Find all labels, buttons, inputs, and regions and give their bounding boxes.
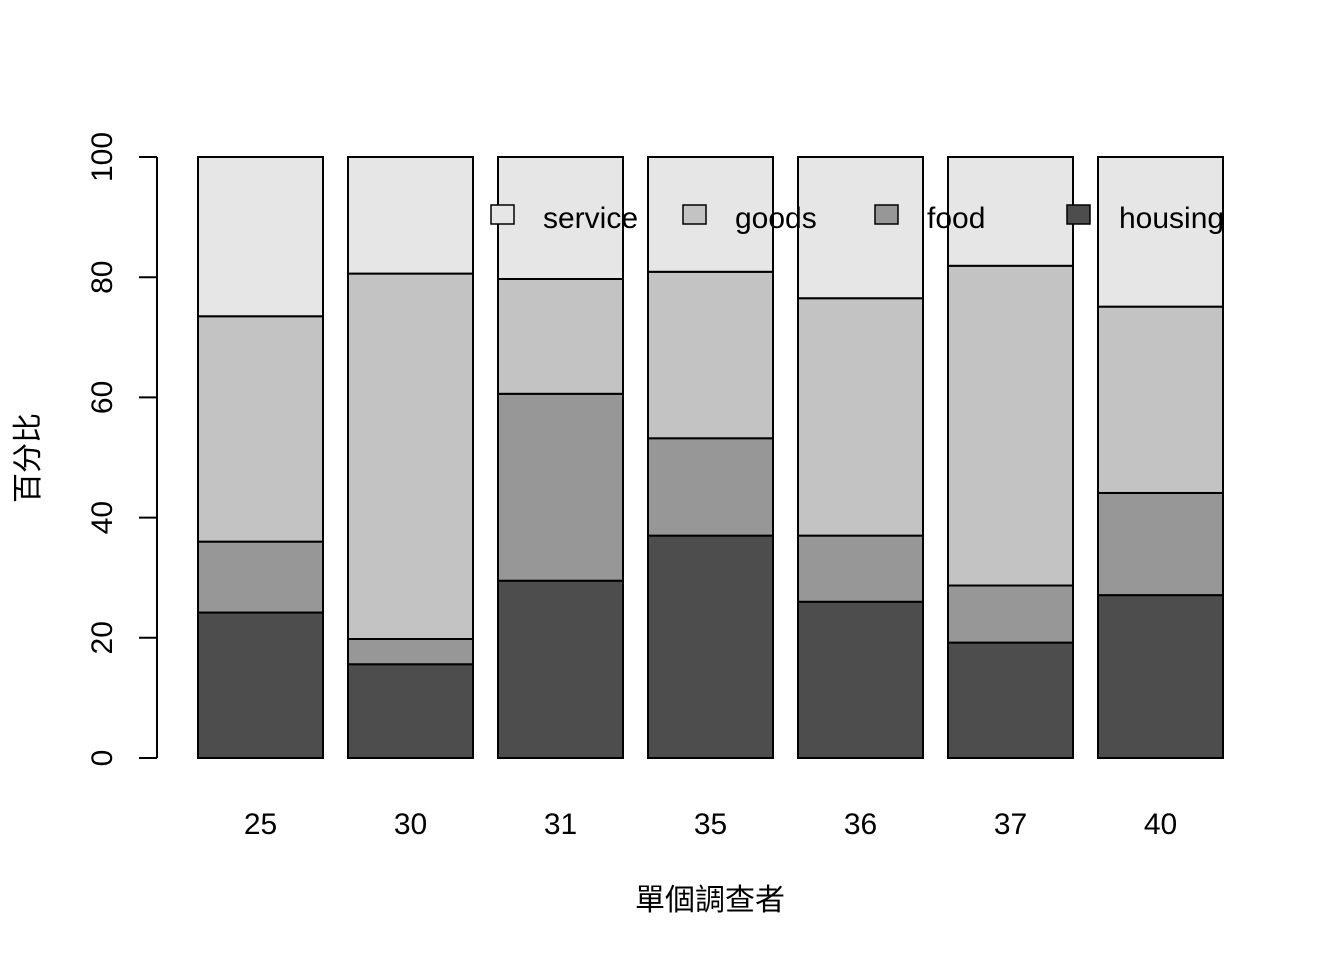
bars-group bbox=[197, 156, 1224, 760]
x-tick-label-30: 30 bbox=[394, 808, 427, 841]
bar-segment-service-37 bbox=[947, 156, 1074, 267]
bar-segment-goods-40 bbox=[1097, 305, 1224, 494]
bar-segment-food-30 bbox=[347, 638, 474, 666]
legend-label-goods: goods bbox=[735, 202, 817, 235]
bar-segment-goods-37 bbox=[947, 264, 1074, 587]
bar-segment-service-36 bbox=[797, 156, 924, 300]
bar-segment-food-25 bbox=[197, 540, 324, 614]
bar-segment-service-30 bbox=[347, 156, 474, 275]
bar-segment-housing-35 bbox=[647, 534, 774, 759]
legend-swatch-food bbox=[874, 204, 899, 225]
x-axis-label: 單個調查者 bbox=[635, 883, 785, 918]
y-tick-label-0: 0 bbox=[86, 750, 119, 767]
x-tick-label-35: 35 bbox=[694, 808, 727, 841]
bar-segment-service-25 bbox=[197, 156, 324, 318]
bar-segment-food-36 bbox=[797, 534, 924, 603]
legend: service goods food housing bbox=[490, 202, 1224, 235]
bar-segment-housing-36 bbox=[797, 600, 924, 759]
legend-swatch-housing bbox=[1066, 204, 1091, 225]
bar-segment-food-35 bbox=[647, 437, 774, 537]
y-axis-label: 百分比 bbox=[11, 413, 46, 503]
bar-segment-goods-35 bbox=[647, 270, 774, 440]
legend-label-food: food bbox=[927, 202, 985, 235]
bar-segment-goods-25 bbox=[197, 315, 324, 543]
bar-segment-housing-25 bbox=[197, 611, 324, 759]
legend-swatch-service bbox=[490, 204, 515, 225]
y-tick-label-100: 100 bbox=[86, 132, 119, 182]
bar-segment-service-40 bbox=[1097, 156, 1224, 308]
bar-segment-housing-40 bbox=[1097, 594, 1224, 760]
x-tick-label-25: 25 bbox=[244, 808, 277, 841]
bar-segment-food-31 bbox=[497, 392, 624, 582]
bar-segment-housing-30 bbox=[347, 663, 474, 760]
bar-segment-goods-36 bbox=[797, 297, 924, 537]
x-tick-label-40: 40 bbox=[1144, 808, 1177, 841]
y-tick-label-80: 80 bbox=[86, 261, 119, 294]
x-tick-label-31: 31 bbox=[544, 808, 577, 841]
bar-segment-goods-30 bbox=[347, 272, 474, 641]
bar-segment-food-40 bbox=[1097, 491, 1224, 597]
x-tick-label-36: 36 bbox=[844, 808, 877, 841]
bar-segment-food-37 bbox=[947, 584, 1074, 644]
y-tick-label-60: 60 bbox=[86, 381, 119, 414]
bar-segment-housing-31 bbox=[497, 579, 624, 760]
y-axis: 0 20 40 60 80 100 bbox=[86, 132, 158, 767]
y-tick-label-40: 40 bbox=[86, 501, 119, 534]
x-tick-labels: 25 30 31 35 36 37 40 bbox=[244, 808, 1177, 841]
x-tick-label-37: 37 bbox=[994, 808, 1027, 841]
bar-segment-service-35 bbox=[647, 156, 774, 273]
bar-segment-housing-37 bbox=[947, 641, 1074, 759]
bar-segment-service-31 bbox=[497, 156, 624, 281]
legend-label-service: service bbox=[543, 202, 638, 235]
y-tick-label-20: 20 bbox=[86, 621, 119, 654]
bar-segment-goods-31 bbox=[497, 278, 624, 395]
legend-label-housing: housing bbox=[1119, 202, 1224, 235]
legend-swatch-goods bbox=[682, 204, 707, 225]
